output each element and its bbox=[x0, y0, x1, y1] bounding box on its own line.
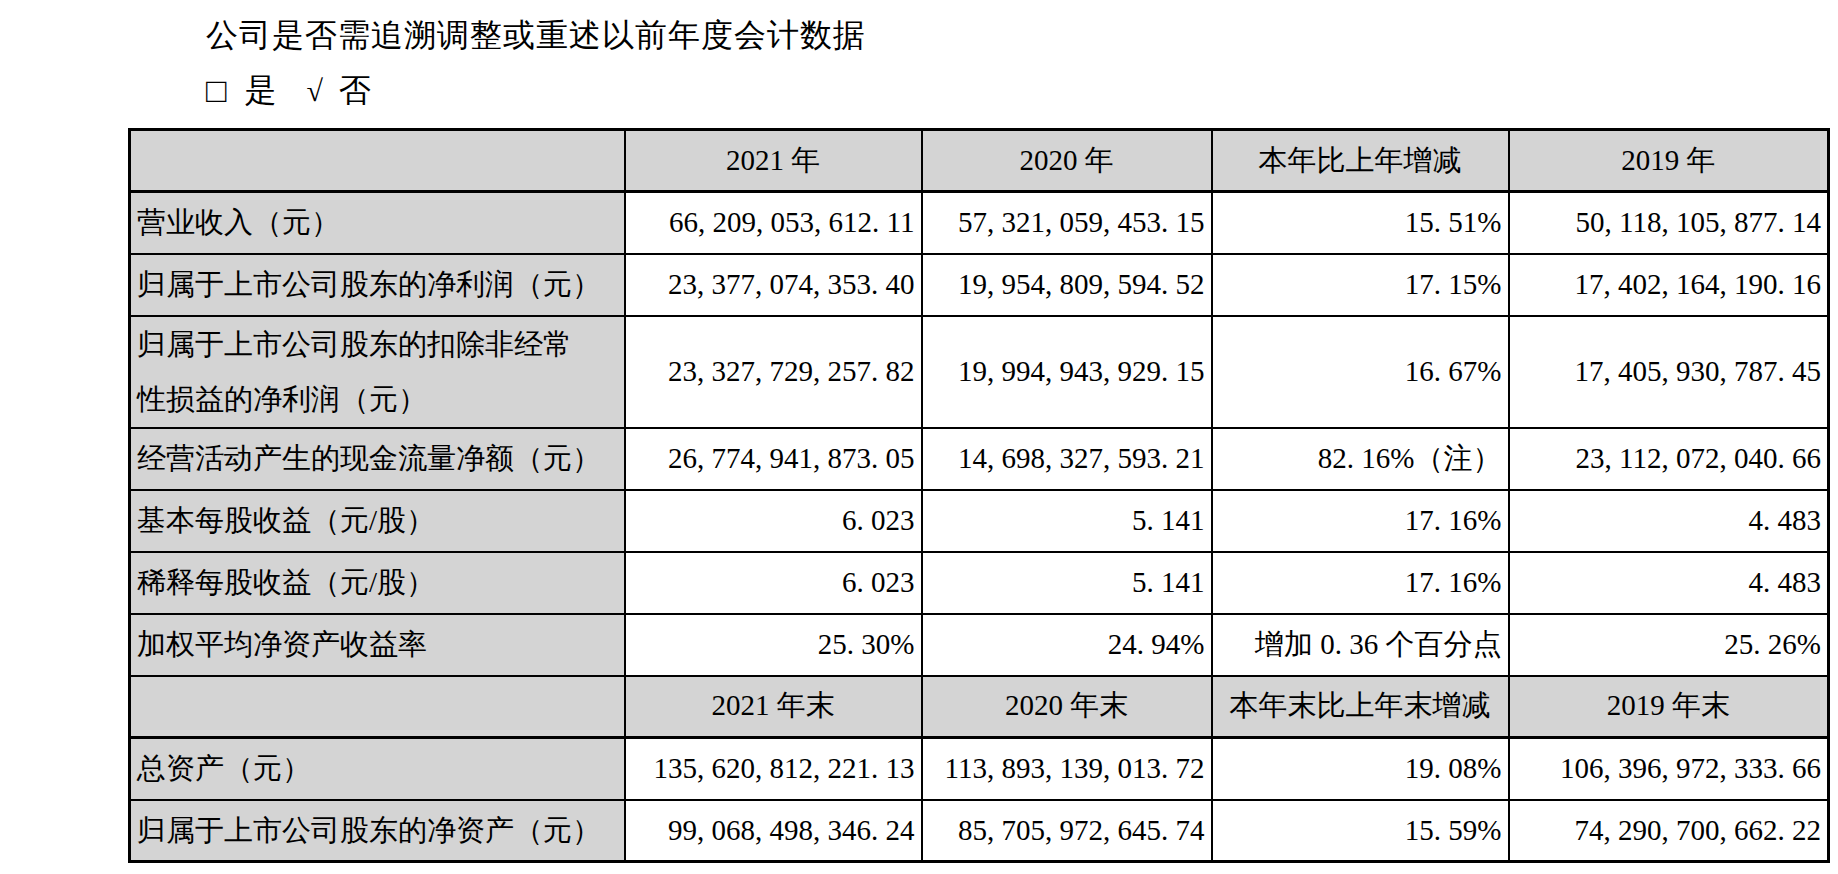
value-change: 82. 16%（注） bbox=[1212, 428, 1509, 490]
table-row: 总资产（元） 135, 620, 812, 221. 13 113, 893, … bbox=[130, 738, 1829, 800]
no-label: 否 bbox=[339, 69, 371, 112]
value-2020: 24. 94% bbox=[922, 614, 1212, 676]
value-2019: 4. 483 bbox=[1509, 552, 1829, 614]
table-row: 经营活动产生的现金流量净额（元） 26, 774, 941, 873. 05 1… bbox=[130, 428, 1829, 490]
value-2019: 23, 112, 072, 040. 66 bbox=[1509, 428, 1829, 490]
value-2020: 5. 141 bbox=[922, 552, 1212, 614]
value-2021: 23, 377, 074, 353. 40 bbox=[625, 254, 922, 316]
yes-label: 是 bbox=[245, 69, 277, 112]
value-2019: 74, 290, 700, 662. 22 bbox=[1509, 800, 1829, 862]
row-label: 归属于上市公司股东的扣除非经常 性损益的净利润（元） bbox=[130, 316, 625, 428]
row-label: 基本每股收益（元/股） bbox=[130, 490, 625, 552]
annual-header-row: 2021 年 2020 年 本年比上年增减 2019 年 bbox=[130, 130, 1829, 192]
value-2019: 17, 405, 930, 787. 45 bbox=[1509, 316, 1829, 428]
row-label: 总资产（元） bbox=[130, 738, 625, 800]
annual-header-change: 本年比上年增减 bbox=[1212, 130, 1509, 192]
checkbox-unchecked-icon: □ bbox=[206, 69, 227, 112]
row-label: 归属于上市公司股东的净利润（元） bbox=[130, 254, 625, 316]
annual-header-2020: 2020 年 bbox=[922, 130, 1212, 192]
document-page: 公司是否需追溯调整或重述以前年度会计数据 □ 是 √ 否 2021 年 2020… bbox=[0, 0, 1838, 863]
yearend-header-blank bbox=[130, 676, 625, 738]
value-2021: 99, 068, 498, 346. 24 bbox=[625, 800, 922, 862]
table-row: 加权平均净资产收益率 25. 30% 24. 94% 增加 0. 36 个百分点… bbox=[130, 614, 1829, 676]
value-change: 17. 16% bbox=[1212, 490, 1509, 552]
value-2021: 66, 209, 053, 612. 11 bbox=[625, 192, 922, 254]
value-change: 17. 16% bbox=[1212, 552, 1509, 614]
yearend-header-2019: 2019 年末 bbox=[1509, 676, 1829, 738]
row-label: 稀释每股收益（元/股） bbox=[130, 552, 625, 614]
value-change: 15. 59% bbox=[1212, 800, 1509, 862]
value-2021: 6. 023 bbox=[625, 552, 922, 614]
table-row: 营业收入（元） 66, 209, 053, 612. 11 57, 321, 0… bbox=[130, 192, 1829, 254]
value-2021: 25. 30% bbox=[625, 614, 922, 676]
value-2021: 26, 774, 941, 873. 05 bbox=[625, 428, 922, 490]
yearend-header-2021: 2021 年末 bbox=[625, 676, 922, 738]
value-2020: 14, 698, 327, 593. 21 bbox=[922, 428, 1212, 490]
question-text: 公司是否需追溯调整或重述以前年度会计数据 bbox=[206, 14, 1838, 57]
annual-header-2019: 2019 年 bbox=[1509, 130, 1829, 192]
table-row: 基本每股收益（元/股） 6. 023 5. 141 17. 16% 4. 483 bbox=[130, 490, 1829, 552]
row-label: 经营活动产生的现金流量净额（元） bbox=[130, 428, 625, 490]
value-2020: 19, 954, 809, 594. 52 bbox=[922, 254, 1212, 316]
yearend-header-change: 本年末比上年末增减 bbox=[1212, 676, 1509, 738]
value-2020: 57, 321, 059, 453. 15 bbox=[922, 192, 1212, 254]
value-change: 17. 15% bbox=[1212, 254, 1509, 316]
annual-header-blank bbox=[130, 130, 625, 192]
yearend-header-2020: 2020 年末 bbox=[922, 676, 1212, 738]
value-2019: 106, 396, 972, 333. 66 bbox=[1509, 738, 1829, 800]
value-change: 增加 0. 36 个百分点 bbox=[1212, 614, 1509, 676]
annual-header-2021: 2021 年 bbox=[625, 130, 922, 192]
row-label: 营业收入（元） bbox=[130, 192, 625, 254]
value-2021: 23, 327, 729, 257. 82 bbox=[625, 316, 922, 428]
row-label: 归属于上市公司股东的净资产（元） bbox=[130, 800, 625, 862]
yearend-header-row: 2021 年末 2020 年末 本年末比上年末增减 2019 年末 bbox=[130, 676, 1829, 738]
financial-summary-table: 2021 年 2020 年 本年比上年增减 2019 年 营业收入（元） 66,… bbox=[128, 128, 1830, 863]
table-row: 归属于上市公司股东的净资产（元） 99, 068, 498, 346. 24 8… bbox=[130, 800, 1829, 862]
value-2021: 135, 620, 812, 221. 13 bbox=[625, 738, 922, 800]
value-2019: 17, 402, 164, 190. 16 bbox=[1509, 254, 1829, 316]
value-2020: 19, 994, 943, 929. 15 bbox=[922, 316, 1212, 428]
value-2019: 50, 118, 105, 877. 14 bbox=[1509, 192, 1829, 254]
table-row: 归属于上市公司股东的扣除非经常 性损益的净利润（元） 23, 327, 729,… bbox=[130, 316, 1829, 428]
value-2021: 6. 023 bbox=[625, 490, 922, 552]
value-change: 15. 51% bbox=[1212, 192, 1509, 254]
check-icon: √ bbox=[307, 69, 323, 112]
value-change: 19. 08% bbox=[1212, 738, 1509, 800]
table-row: 稀释每股收益（元/股） 6. 023 5. 141 17. 16% 4. 483 bbox=[130, 552, 1829, 614]
value-change: 16. 67% bbox=[1212, 316, 1509, 428]
checkbox-row: □ 是 √ 否 bbox=[206, 69, 1838, 112]
table-row: 归属于上市公司股东的净利润（元） 23, 377, 074, 353. 40 1… bbox=[130, 254, 1829, 316]
row-label: 加权平均净资产收益率 bbox=[130, 614, 625, 676]
value-2020: 113, 893, 139, 013. 72 bbox=[922, 738, 1212, 800]
value-2019: 4. 483 bbox=[1509, 490, 1829, 552]
value-2019: 25. 26% bbox=[1509, 614, 1829, 676]
value-2020: 5. 141 bbox=[922, 490, 1212, 552]
value-2020: 85, 705, 972, 645. 74 bbox=[922, 800, 1212, 862]
